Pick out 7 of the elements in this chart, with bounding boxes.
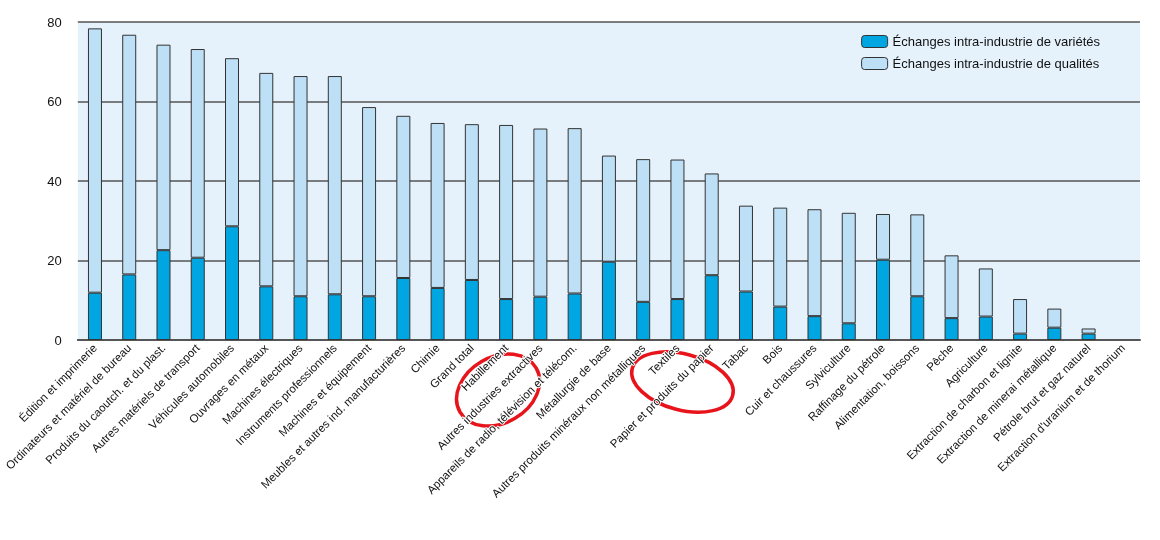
y-tick-label: 20 — [47, 253, 62, 268]
y-tick-label: 80 — [47, 14, 62, 30]
y-tick-label: 40 — [47, 173, 62, 189]
y-tick-label: 60 — [47, 94, 62, 109]
legend-label: Échanges intra-industrie de qualités — [892, 56, 1100, 71]
legend-label: Échanges intra-industrie de variétés — [892, 34, 1101, 49]
y-tick-label: 0 — [54, 332, 62, 348]
